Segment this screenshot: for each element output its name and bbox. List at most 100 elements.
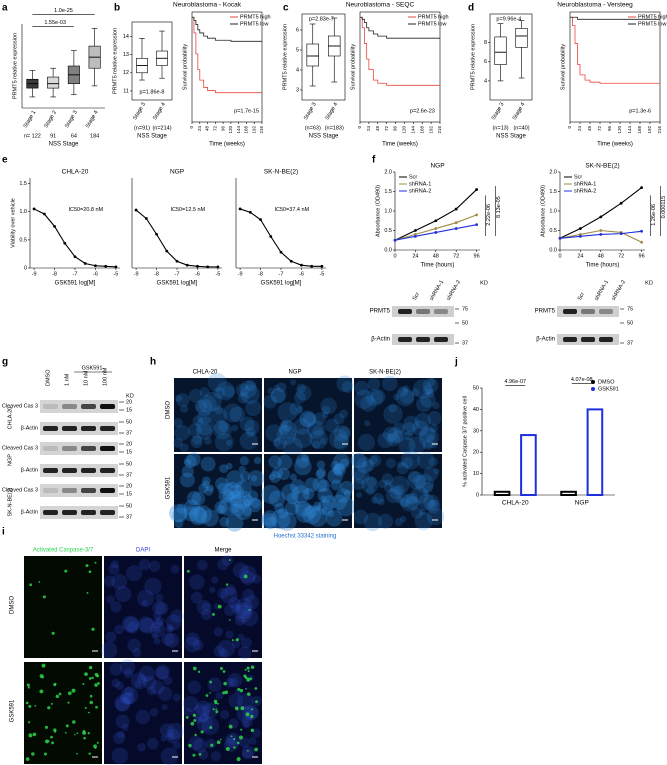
nucleus [394, 517, 403, 527]
nucleus [274, 503, 285, 514]
nucleus [432, 402, 440, 410]
x-tick-label: 0 [189, 126, 194, 129]
caspase-signal [186, 569, 190, 573]
nucleus [192, 738, 208, 753]
x-tick-label: Stage 4 [152, 102, 167, 121]
marker [248, 210, 252, 214]
nucleus [367, 377, 381, 391]
nucleus [138, 665, 155, 682]
nucleus [353, 468, 370, 484]
nucleus [364, 420, 371, 427]
nucleus [199, 386, 210, 398]
kd-marker: 37 [462, 340, 468, 346]
nucleus [204, 437, 212, 445]
nucleus [169, 504, 188, 523]
nucleus [155, 616, 165, 626]
nucleus [361, 461, 368, 468]
caspase-signal [64, 731, 67, 734]
x-tick-label: 216 [259, 126, 264, 134]
legend-swatch [591, 387, 595, 391]
caption: Hoechst 33342 staining [274, 534, 337, 540]
nucleus [203, 486, 214, 496]
nucleus [119, 659, 136, 675]
nucleus [305, 505, 318, 519]
nucleus [137, 674, 147, 684]
x-tick-label: -9 [32, 271, 37, 277]
chart-title: Neuroblastoma - Kocak [173, 2, 242, 9]
n-label: (n=214) [152, 125, 171, 131]
marker [279, 250, 283, 254]
nucleus [137, 616, 154, 633]
plot-frame [569, 11, 661, 123]
caspase-signal [246, 692, 251, 696]
caspase-signal [83, 736, 86, 740]
x-tick-label: 96 [639, 253, 645, 259]
x-tick-label: 0 [357, 126, 362, 129]
y-tick-label: 13 [123, 52, 129, 58]
annotation: p=9.96e-4 [496, 17, 521, 23]
x-tick-label: -8 [258, 271, 263, 277]
kd-marker: 15 [126, 407, 132, 413]
legend-label: PRMT5 low [638, 21, 666, 27]
x-tick-label: 120 [617, 126, 622, 134]
nucleus [396, 462, 409, 475]
micrograph [264, 378, 352, 452]
lane-label: shRNA-2 [446, 279, 462, 301]
caspase-signal [50, 735, 53, 739]
caspase-signal [31, 752, 35, 756]
nucleus [393, 422, 405, 434]
nucleus [402, 385, 410, 392]
caspase-signal [254, 687, 258, 690]
nucleus [356, 491, 363, 498]
nucleus [418, 427, 439, 448]
kd-marker: 50 [462, 320, 468, 326]
nucleus [280, 419, 293, 432]
x-tick-label: 192 [251, 126, 256, 134]
micrograph [174, 378, 262, 452]
x-tick-label: 0 [558, 253, 561, 259]
band [43, 446, 58, 451]
nucleus [336, 375, 354, 392]
y-tick-label: 11 [123, 88, 129, 94]
annotation: 4.07e-08 [571, 377, 593, 383]
caspase-signal [246, 666, 250, 670]
nucleus [235, 503, 252, 520]
nucleus [165, 624, 174, 633]
nucleus [207, 372, 227, 392]
x-tick-label: 120 [402, 126, 407, 134]
box [515, 28, 528, 48]
nucleus [172, 507, 188, 523]
nucleus [247, 497, 263, 513]
kd-marker: 15 [126, 491, 132, 497]
marker [414, 229, 417, 232]
x-tick-label: -7 [175, 271, 180, 277]
nucleus [196, 600, 212, 615]
nucleus [167, 732, 176, 741]
y-tick-label: 6 [484, 59, 487, 65]
kd-marker: 75 [462, 306, 468, 312]
nucleus [196, 715, 213, 732]
nucleus [115, 681, 124, 690]
caspase-signal [39, 674, 44, 679]
y-tick-label: 1.5 [549, 189, 557, 195]
nucleus [159, 723, 174, 738]
caspase-signal [67, 691, 72, 696]
caspase-signal [250, 714, 254, 719]
legend-label: Scr [574, 174, 582, 180]
caspase-signal [193, 719, 197, 722]
nucleus [403, 430, 414, 441]
nucleus [406, 492, 418, 505]
n-label: 184 [90, 133, 99, 139]
nucleus [325, 418, 340, 433]
y-tick-label: 1.5 [384, 189, 392, 195]
y-tick-label: 0.0 [549, 247, 557, 253]
column-label: Activated Caspase-3/7 [33, 548, 94, 554]
y-axis-label: PRMT5 relative expression [12, 33, 18, 99]
caspase-signal [223, 681, 227, 686]
y-axis-label: Survival probability [350, 44, 356, 90]
y-tick-label: 0.5 [549, 228, 557, 234]
legend-label: PRMT5 low [240, 21, 268, 27]
nucleus [139, 617, 156, 634]
nucleus [315, 469, 326, 479]
marker [434, 231, 438, 234]
